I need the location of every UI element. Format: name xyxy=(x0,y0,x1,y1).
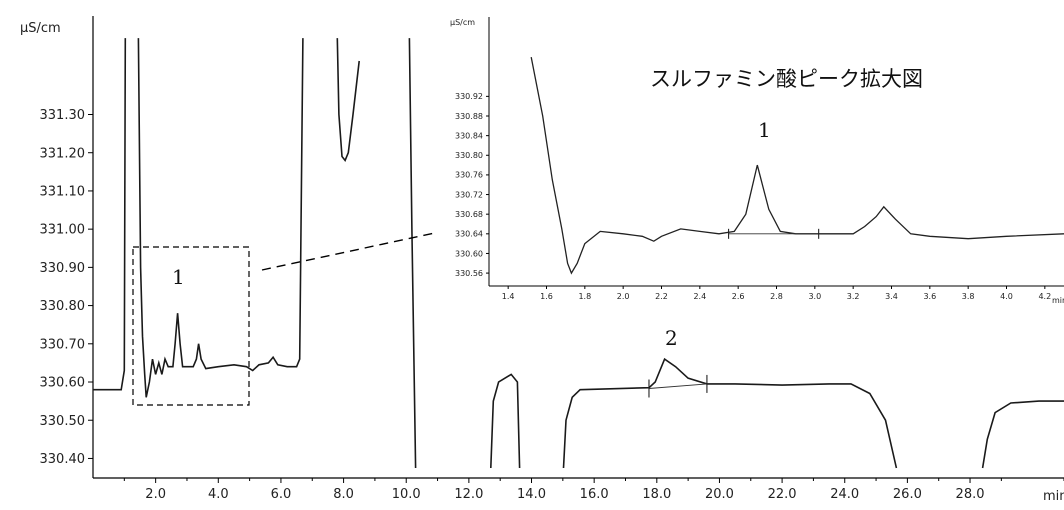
main-trace-line xyxy=(336,38,360,162)
inset-y-unit-label: µS/cm xyxy=(450,18,475,27)
main-x-tick-label: 12.0 xyxy=(454,487,483,502)
main-y-tick-label: 331.00 xyxy=(40,223,86,238)
main-y-unit-label: µS/cm xyxy=(20,21,61,36)
inset-x-tick-label: 2.6 xyxy=(732,292,745,301)
inset-x-tick-label: 3.0 xyxy=(808,292,821,301)
inset-y-ticks: 330.56 330.60 330.64 330.68 330.72 330.76 330.… xyxy=(455,92,489,278)
inset-y-tick-label: 330.84 xyxy=(455,131,483,140)
main-y-tick-label: 331.30 xyxy=(40,108,86,123)
inset-trace-line xyxy=(530,56,1064,275)
inset-x-ticks: 1.4 1.6 1.8 2.0 2.2 2.4 2.6 2.8 3.0 3.2 3.4 3.6 3.8 4… xyxy=(502,286,1051,301)
main-x-tick-label: 28.0 xyxy=(956,487,985,502)
inset-x-tick-label: 4.0 xyxy=(1000,292,1013,301)
main-y-tick-label: 331.10 xyxy=(40,184,86,199)
peak-2-label: 2 xyxy=(665,326,678,350)
zoom-region-box xyxy=(132,246,250,406)
main-x-tick-label: 14.0 xyxy=(517,487,546,502)
inset-y-tick-label: 330.56 xyxy=(455,269,483,278)
main-x-tick-label: 16.0 xyxy=(580,487,609,502)
inset-x-tick-label: 2.4 xyxy=(693,292,706,301)
main-y-tick-label: 330.50 xyxy=(40,414,86,429)
main-y-tick-label: 330.70 xyxy=(40,337,86,352)
inset-peak-1-label: 1 xyxy=(758,118,771,142)
main-x-ticks: 2.0 4.0 6.0 8.0 10.0 12.0 14.0 16.0 18.0 20.0 22.0… xyxy=(123,478,1064,502)
inset-x-tick-label: 2.2 xyxy=(655,292,668,301)
main-x-tick-label: 24.0 xyxy=(830,487,859,502)
main-trace-line xyxy=(93,38,127,391)
main-x-tick-label: 18.0 xyxy=(642,487,671,502)
inset-x-tick-label: 3.6 xyxy=(923,292,936,301)
inset-y-tick-label: 330.68 xyxy=(455,210,483,219)
main-peak-baseline xyxy=(648,383,707,389)
inset-x-tick-label: 1.6 xyxy=(540,292,553,301)
main-trace-line xyxy=(562,357,898,469)
main-x-tick-label: 2.0 xyxy=(145,487,166,502)
main-x-tick-label: 10.0 xyxy=(392,487,421,502)
inset-background xyxy=(433,10,1064,306)
main-x-tick-label: 6.0 xyxy=(271,487,292,502)
main-x-unit-label: min xyxy=(1043,489,1064,504)
inset-x-tick-label: 3.8 xyxy=(962,292,975,301)
main-y-tick-label: 331.20 xyxy=(40,146,86,161)
inset-y-tick-label: 330.88 xyxy=(455,112,483,121)
main-trace-line xyxy=(408,38,417,469)
inset-x-unit-label: min xyxy=(1052,296,1064,305)
inset-y-tick-label: 330.60 xyxy=(455,249,483,258)
main-traces xyxy=(93,38,1064,469)
main-x-tick-label: 4.0 xyxy=(208,487,229,502)
inset-y-tick-label: 330.92 xyxy=(455,92,483,101)
inset-title: スルファミン酸ピーク拡大図 xyxy=(650,67,923,91)
main-x-tick-label: 20.0 xyxy=(705,487,734,502)
main-y-tick-label: 330.60 xyxy=(40,376,86,391)
inset-x-tick-label: 2.8 xyxy=(770,292,783,301)
main-x-tick-label: 22.0 xyxy=(768,487,797,502)
inset-x-tick-label: 3.2 xyxy=(847,292,860,301)
main-y-tick-label: 330.90 xyxy=(40,261,86,276)
main-trace-line xyxy=(137,38,304,398)
inset-y-tick-label: 330.76 xyxy=(455,171,483,180)
main-x-tick-label: 26.0 xyxy=(893,487,922,502)
inset-y-tick-label: 330.80 xyxy=(455,151,483,160)
inset-chromatogram: µS/cm 330.56330.60330.64330.68330.72330.… xyxy=(433,10,1064,306)
inset-traces xyxy=(530,56,1064,275)
main-y-tick-label: 330.80 xyxy=(40,299,86,314)
peak-1-label: 1 xyxy=(172,265,185,289)
main-trace-line xyxy=(981,400,1064,469)
main-x-tick-label: 8.0 xyxy=(333,487,354,502)
main-y-ticks: 330.40 330.50 330.60 330.70 330.80 330.90 331.… xyxy=(40,108,93,467)
inset-x-tick-label: 4.2 xyxy=(1038,292,1051,301)
inset-x-tick-label: 2.0 xyxy=(617,292,630,301)
inset-x-tick-label: 3.4 xyxy=(885,292,898,301)
inset-y-tick-label: 330.64 xyxy=(455,230,483,239)
inset-x-tick-label: 1.4 xyxy=(502,292,515,301)
main-trace-line xyxy=(490,373,521,469)
inset-y-tick-label: 330.72 xyxy=(455,190,483,199)
inset-x-tick-label: 1.8 xyxy=(578,292,591,301)
main-y-tick-label: 330.40 xyxy=(40,452,86,467)
main-chromatogram: µS/cm 330.40330.50330.60330.70330.80330.… xyxy=(20,16,1064,504)
